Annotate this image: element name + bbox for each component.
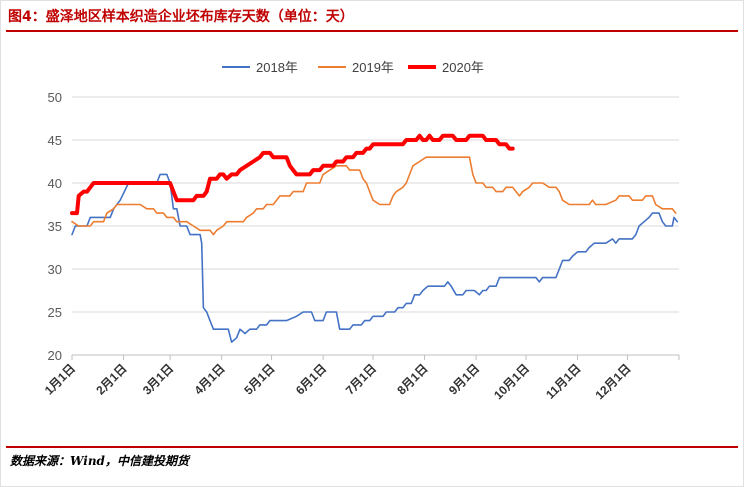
y-tick-label: 50: [48, 90, 62, 105]
figure-title: 图4：盛泽地区样本织造企业坯布库存天数（单位：天）: [8, 9, 354, 25]
x-tick-label: 4月1日: [191, 361, 227, 397]
y-tick-label: 20: [48, 348, 62, 363]
axis-layer: 20 25 30 35 40 45 50 1月1日 2月1日 3月1日 4月1日 5月1日 6月1日 7月…: [42, 90, 680, 402]
x-tick-label: 5月1日: [241, 361, 277, 397]
x-tick-label: 9月1日: [446, 361, 482, 397]
source-rule: [6, 446, 738, 448]
series-line-2020年: [70, 133, 515, 216]
x-tick-label: 10月1日: [491, 361, 532, 402]
legend-label: 2020年: [442, 60, 484, 75]
series-line-2018年: [71, 173, 679, 343]
x-tick-label: 3月1日: [140, 361, 176, 397]
legend-label: 2019年: [352, 60, 394, 75]
x-tick-label: 1月1日: [42, 361, 78, 397]
x-tick-label: 7月1日: [343, 361, 379, 397]
series-line-2019年: [71, 156, 677, 236]
legend-layer: 2018年 2019年 2020年: [222, 60, 484, 75]
y-tick-label: 45: [48, 133, 62, 148]
x-tick-label: 2月1日: [93, 361, 129, 397]
data-source-note: 数据来源：Wind，中信建投期货: [10, 454, 189, 468]
title-rule: [6, 30, 738, 32]
y-tick-label: 25: [48, 305, 62, 320]
x-tick-label: 11月1日: [543, 361, 584, 402]
legend-label: 2018年: [256, 60, 298, 75]
series-layer: [70, 133, 679, 343]
x-tick-label: 6月1日: [293, 361, 329, 397]
x-tick-label: 12月1日: [593, 361, 634, 402]
y-tick-label: 35: [48, 219, 62, 234]
x-tick-label: 8月1日: [394, 361, 430, 397]
y-tick-label: 40: [48, 176, 62, 191]
y-tick-label: 30: [48, 262, 62, 277]
